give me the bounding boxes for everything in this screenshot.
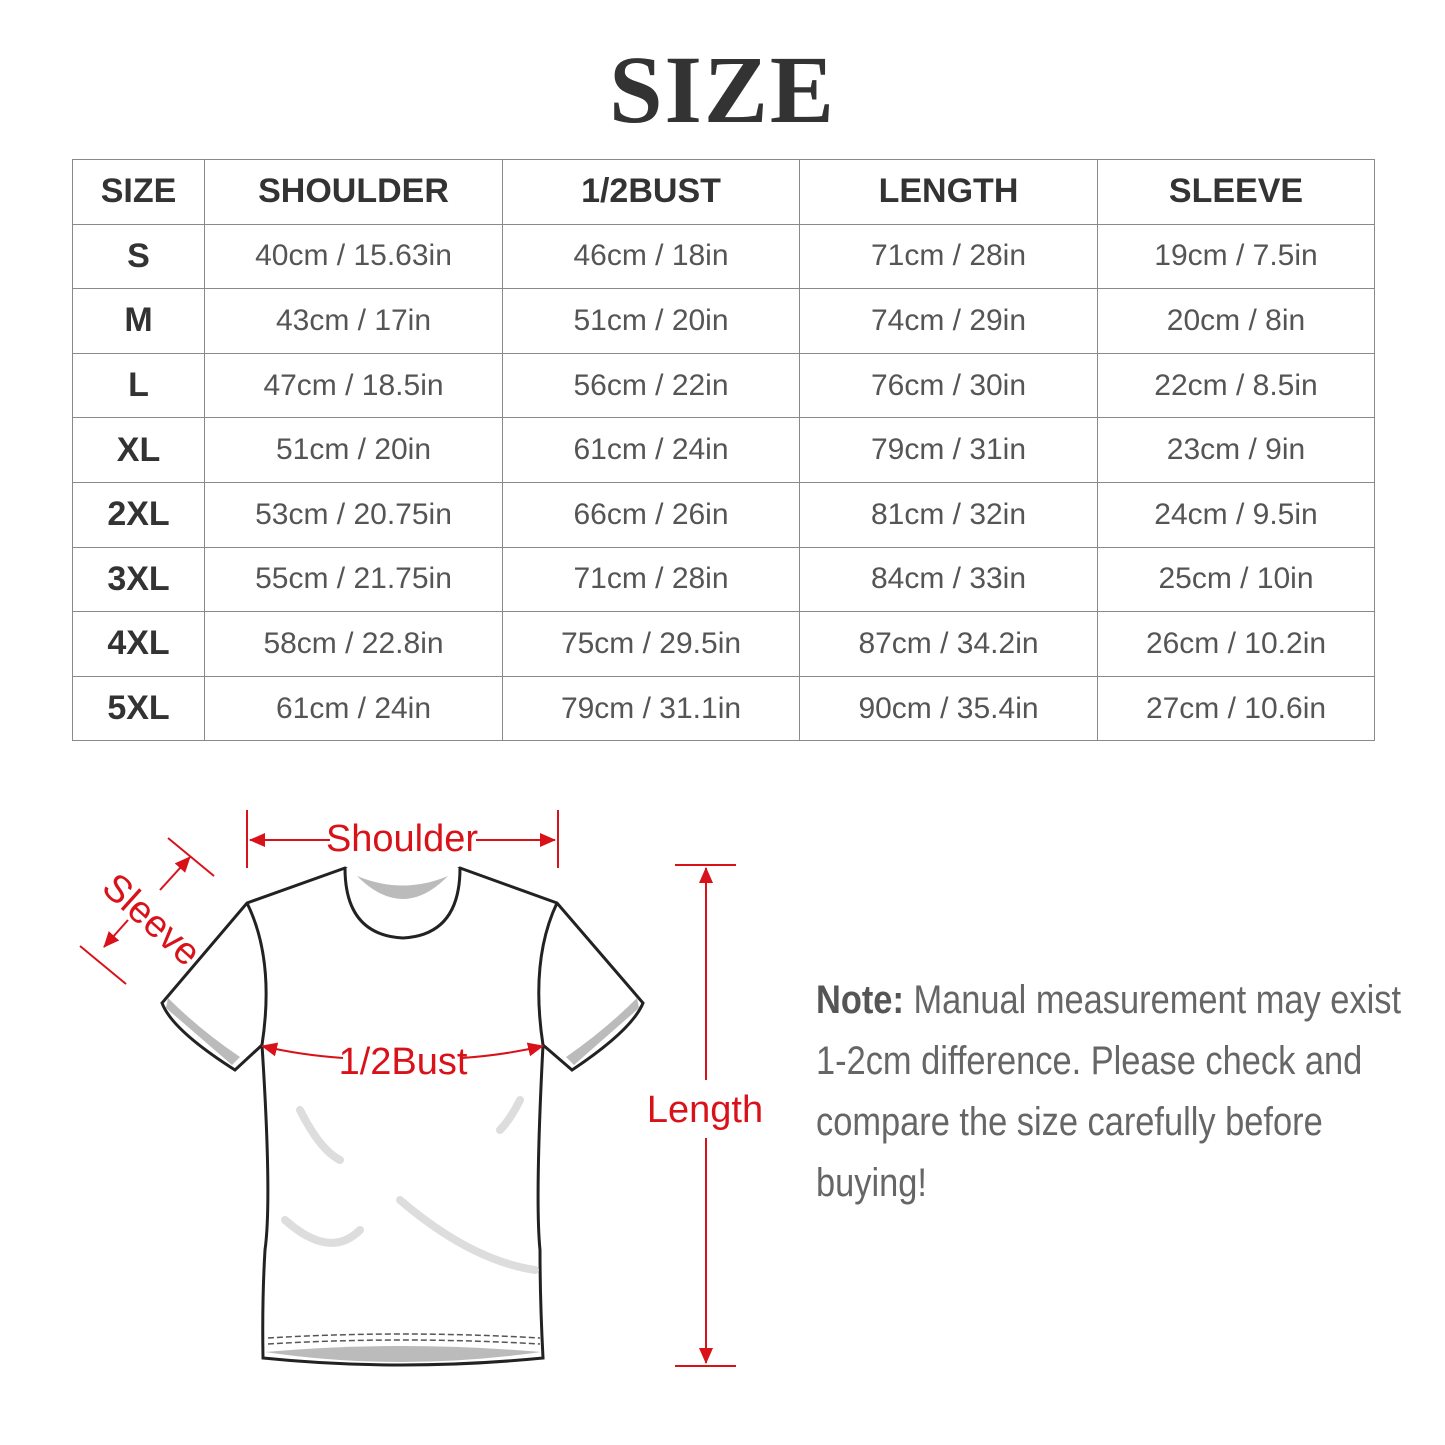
bust-measure: [261, 1042, 544, 1059]
measurement-cell: 76cm / 30in: [799, 352, 1098, 419]
measurement-cell: 24cm / 9.5in: [1097, 481, 1375, 548]
page-title: SIZE: [609, 36, 836, 143]
size-cell: 2XL: [72, 481, 205, 548]
size-cell: M: [72, 288, 205, 354]
measurement-cell: 66cm / 26in: [502, 481, 800, 548]
size-cell: 3XL: [72, 546, 205, 613]
shoulder-label: Shoulder: [326, 818, 478, 860]
measurement-cell: 47cm / 18.5in: [204, 352, 503, 419]
table-row: 3XL 55cm / 21.75in 71cm / 28in 84cm / 33in 2…: [72, 546, 1375, 613]
size-cell: 5XL: [72, 675, 205, 742]
measurement-cell: 56cm / 22in: [502, 352, 800, 419]
note: Note: Manual measurement may exist 1-2cm…: [816, 970, 1418, 1214]
tshirt-icon: [160, 866, 645, 1367]
column-header: SLEEVE: [1097, 159, 1375, 225]
size-table: SIZE SHOULDER 1/2BUST LENGTH SLEEVE S 40cm / …: [72, 159, 1375, 742]
bust-label: 1/2Bust: [339, 1041, 468, 1083]
measurement-cell: 61cm / 24in: [502, 417, 800, 483]
length-measure: [675, 864, 736, 1367]
measurement-cell: 25cm / 10in: [1097, 546, 1375, 613]
measurement-cell: 43cm / 17in: [204, 288, 503, 354]
sleeve-measure: [79, 837, 215, 985]
size-cell: S: [72, 223, 205, 290]
measurement-cell: 51cm / 20in: [204, 417, 503, 483]
measurement-cell: 55cm / 21.75in: [204, 546, 503, 613]
measurement-cell: 26cm / 10.2in: [1097, 611, 1375, 677]
measurement-cell: 79cm / 31.1in: [502, 675, 800, 742]
size-cell: 4XL: [72, 611, 205, 677]
measurement-cell: 74cm / 29in: [799, 288, 1098, 354]
length-label: Length: [647, 1089, 763, 1131]
shoulder-measure: [246, 810, 559, 868]
column-header: 1/2BUST: [502, 159, 800, 225]
measurement-cell: 20cm / 8in: [1097, 288, 1375, 354]
measurement-cell: 23cm / 9in: [1097, 417, 1375, 483]
table-row: 5XL 61cm / 24in 79cm / 31.1in 90cm / 35.4in…: [72, 675, 1375, 742]
measurement-cell: 79cm / 31in: [799, 417, 1098, 483]
measurement-cell: 58cm / 22.8in: [204, 611, 503, 677]
measurement-cell: 75cm / 29.5in: [502, 611, 800, 677]
measurement-cell: 27cm / 10.6in: [1097, 675, 1375, 742]
table-row: XL 51cm / 20in 61cm / 24in 79cm / 31in 23cm …: [72, 417, 1375, 483]
column-header: LENGTH: [799, 159, 1098, 225]
table-row: 2XL 53cm / 20.75in 66cm / 26in 81cm / 32in 2…: [72, 481, 1375, 548]
measurement-cell: 46cm / 18in: [502, 223, 800, 290]
measurement-cell: 40cm / 15.63in: [204, 223, 503, 290]
note-text: Manual measurement may exist 1-2cm diffe…: [816, 978, 1402, 1205]
size-cell: L: [72, 352, 205, 419]
sleeve-label: Sleeve: [94, 865, 208, 974]
measurement-cell: 19cm / 7.5in: [1097, 223, 1375, 290]
table-row: M 43cm / 17in 51cm / 20in 74cm / 29in 20cm /…: [72, 288, 1375, 354]
column-header: SIZE: [72, 159, 205, 225]
measurement-cell: 84cm / 33in: [799, 546, 1098, 613]
measurement-cell: 51cm / 20in: [502, 288, 800, 354]
table-row: S 40cm / 15.63in 46cm / 18in 71cm / 28in 19c…: [72, 223, 1375, 290]
measurement-cell: 61cm / 24in: [204, 675, 503, 742]
measurement-cell: 71cm / 28in: [502, 546, 800, 613]
table-row: L 47cm / 18.5in 56cm / 22in 76cm / 30in 22cm…: [72, 352, 1375, 419]
measurement-cell: 22cm / 8.5in: [1097, 352, 1375, 419]
note-label: Note:: [816, 978, 904, 1022]
measurement-cell: 81cm / 32in: [799, 481, 1098, 548]
measurement-cell: 53cm / 20.75in: [204, 481, 503, 548]
table-header-row: SIZE SHOULDER 1/2BUST LENGTH SLEEVE: [72, 159, 1375, 225]
measurement-cell: 90cm / 35.4in: [799, 675, 1098, 742]
